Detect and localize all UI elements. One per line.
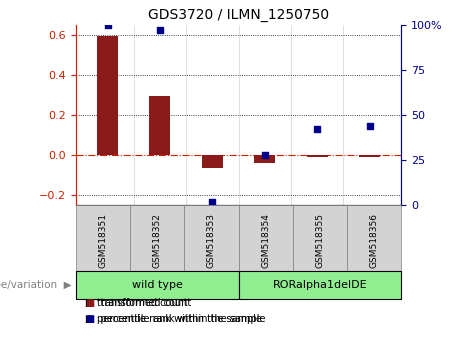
Text: ■: ■ bbox=[85, 298, 95, 308]
Title: GDS3720 / ILMN_1250750: GDS3720 / ILMN_1250750 bbox=[148, 8, 329, 22]
Point bbox=[156, 27, 164, 33]
Text: GSM518354: GSM518354 bbox=[261, 213, 270, 268]
Point bbox=[209, 199, 216, 205]
Point bbox=[261, 152, 268, 158]
Text: ■  percentile rank within the sample: ■ percentile rank within the sample bbox=[85, 314, 266, 324]
Bar bbox=[149, 96, 171, 155]
Point bbox=[366, 123, 373, 129]
Bar bbox=[97, 36, 118, 155]
Text: GSM518356: GSM518356 bbox=[369, 213, 378, 268]
Bar bbox=[359, 155, 380, 157]
Bar bbox=[307, 155, 328, 157]
Bar bbox=[202, 155, 223, 168]
Text: GSM518355: GSM518355 bbox=[315, 213, 325, 268]
Text: GSM518352: GSM518352 bbox=[153, 213, 162, 268]
Point bbox=[104, 22, 111, 28]
Text: transformed count: transformed count bbox=[97, 298, 188, 308]
Text: ■  transformed count: ■ transformed count bbox=[85, 298, 191, 308]
Text: genotype/variation  ▶: genotype/variation ▶ bbox=[0, 280, 71, 290]
Bar bbox=[254, 155, 275, 163]
Point bbox=[313, 127, 321, 132]
Text: ■: ■ bbox=[85, 314, 95, 324]
Text: GSM518351: GSM518351 bbox=[99, 213, 108, 268]
Text: RORalpha1delDE: RORalpha1delDE bbox=[272, 280, 367, 290]
Text: GSM518353: GSM518353 bbox=[207, 213, 216, 268]
Text: wild type: wild type bbox=[132, 280, 183, 290]
Text: percentile rank within the sample: percentile rank within the sample bbox=[97, 314, 262, 324]
